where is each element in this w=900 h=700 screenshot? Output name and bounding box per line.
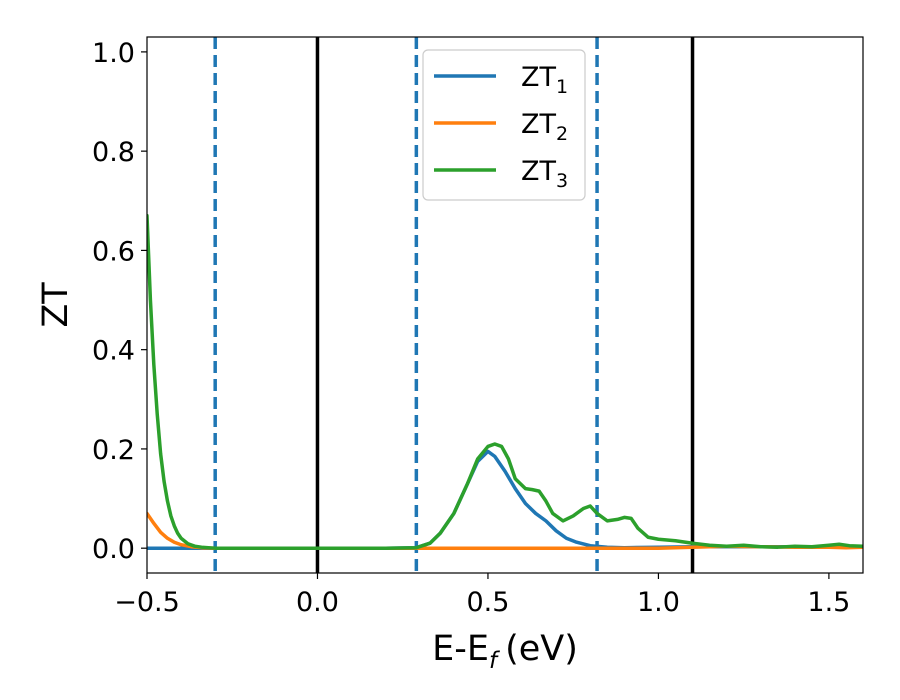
reference-lines	[213, 37, 695, 573]
y-tick-label: 0.4	[92, 336, 135, 367]
y-tick-label: 1.0	[92, 38, 135, 69]
x-tick-label: 0.5	[466, 587, 509, 618]
x-tick-label: −0.5	[114, 587, 180, 618]
y-axis-ticks: 0.0 0.2 0.4 0.6 0.8 1.0	[92, 38, 147, 565]
x-axis-label-main: E-E	[432, 629, 489, 669]
legend-label-zt3: ZT3	[521, 156, 568, 192]
x-axis-label-unit: (eV)	[505, 629, 578, 669]
series-line-zt1	[147, 449, 863, 550]
x-axis-label: E-Ef (eV)	[432, 629, 578, 674]
y-tick-label: 0.6	[92, 236, 135, 267]
y-tick-label: 0.8	[92, 137, 135, 168]
x-axis-ticks: −0.5 0.0 0.5 1.0 1.5	[114, 573, 850, 618]
y-tick-label: 0.0	[92, 534, 135, 565]
x-tick-label: 0.0	[296, 587, 339, 618]
series-lines	[147, 213, 863, 550]
x-tick-label: 1.5	[807, 587, 850, 618]
plot-area-frame	[146, 36, 864, 574]
x-axis-label-subscript: f	[489, 648, 500, 674]
series-line-zt2	[147, 511, 863, 550]
y-axis-label: ZT	[36, 282, 76, 328]
x-tick-label: 1.0	[637, 587, 680, 618]
series-line-zt3	[147, 213, 863, 550]
legend-box	[422, 49, 586, 201]
y-tick-label: 0.2	[92, 435, 135, 466]
